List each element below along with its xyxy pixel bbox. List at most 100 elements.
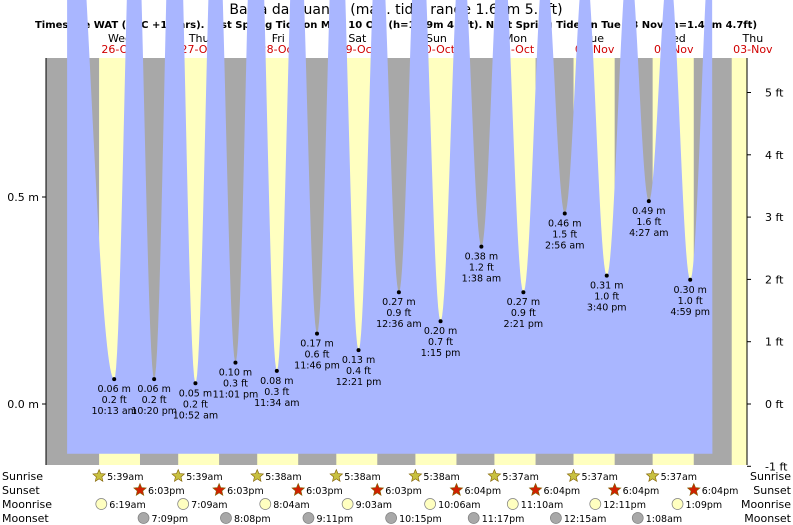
moonset-time: 8:08pm: [234, 514, 271, 525]
sunset-icon: [449, 482, 464, 496]
moonrise-icon: [424, 498, 436, 510]
low-tide-ft: 0.9 ft: [511, 308, 536, 319]
moonset-time: 12:15am: [564, 514, 606, 525]
low-tide-m: 0.30 m: [673, 285, 706, 296]
day-name: Sat: [348, 32, 367, 45]
moonset-icon: [550, 512, 562, 524]
moonset-label-left: Moonset: [2, 512, 49, 525]
water-level-area: [67, 0, 713, 454]
low-tide-m: 0.20 m: [424, 326, 457, 337]
y-tick-label-ft: 4 ft: [765, 149, 784, 162]
sunrise-time: 5:39am: [186, 472, 222, 483]
day-name: Fri: [272, 32, 285, 45]
low-tide-ft: 0.6 ft: [304, 350, 329, 361]
sunrise-icon: [329, 468, 344, 482]
low-tide-m: 0.08 m: [260, 376, 293, 387]
low-tide-dot: [356, 348, 361, 353]
y-tick-label-ft: 0 ft: [765, 398, 784, 411]
tide-area: [67, 0, 713, 454]
moonset-time: 11:17pm: [482, 514, 525, 525]
low-tide-ft: 0.2 ft: [102, 395, 127, 406]
moonset-time: 9:11pm: [316, 514, 353, 525]
moonrise-icon: [589, 498, 602, 510]
astro-rows: Sunrise Sunrise 5:39am 5:39am 5:38am 5:38am 5:…: [2, 468, 792, 525]
low-tide-m: 0.05 m: [179, 388, 212, 399]
low-tide-time: 10:52 am: [173, 410, 218, 421]
low-tide-dot: [152, 377, 157, 382]
low-tide-m: 0.46 m: [548, 219, 581, 230]
sunrise-time: 5:39am: [107, 472, 143, 483]
low-tide-ft: 1.0 ft: [594, 292, 619, 303]
moonrise-time: 7:09am: [191, 500, 227, 511]
moonrise-icon: [671, 498, 684, 510]
sunrise-label-right: Sunrise: [750, 470, 791, 483]
moonset-icon: [631, 512, 644, 524]
low-tide-time: 12:21 pm: [336, 377, 382, 388]
low-tide-dot: [604, 273, 609, 278]
day-name: Thu: [188, 32, 210, 45]
low-tide-dot: [233, 360, 238, 365]
daylight-band: [731, 58, 747, 465]
moonset-icon: [302, 512, 315, 524]
low-tide-dot: [688, 277, 693, 282]
low-tide-time: 11:46 pm: [294, 361, 340, 372]
sunset-icon: [607, 482, 622, 496]
sunrise-icon: [408, 468, 423, 482]
low-tide-ft: 1.0 ft: [678, 296, 703, 307]
low-tide-time: 1:38 am: [462, 274, 501, 285]
moonrise-time: 9:03am: [356, 500, 392, 511]
moonrise-time: 1:09pm: [686, 500, 723, 511]
day-date: 28-Oct: [260, 43, 298, 56]
sunrise-icon: [487, 468, 502, 482]
low-tide-time: 11:01 pm: [213, 390, 259, 401]
sunset-icon: [133, 482, 147, 496]
sunset-time: 6:03pm: [385, 486, 422, 497]
sunset-time: 6:03pm: [148, 486, 185, 497]
sunset-icon: [291, 482, 306, 496]
low-tide-dot: [274, 368, 279, 373]
moonrise-time: 10:06am: [438, 500, 480, 511]
y-tick-label-ft: 1 ft: [765, 336, 784, 349]
y-tick-label-m: 0.5 m: [7, 191, 39, 204]
low-tide-m: 0.27 m: [382, 297, 415, 308]
chart-subtitle: Times are WAT (UTC +1.0hrs). Last Spring…: [35, 20, 757, 31]
sunset-label-right: Sunset: [753, 484, 791, 497]
low-tide-dot: [396, 290, 401, 295]
sunset-time: 6:04pm: [544, 486, 581, 497]
moonset-icon: [137, 512, 150, 524]
y-tick-label-ft: -1 ft: [765, 460, 788, 473]
sunset-time: 6:04pm: [702, 486, 739, 497]
low-tide-dot: [438, 319, 443, 324]
sunrise-time: 5:38am: [423, 472, 459, 483]
low-tide-ft: 0.2 ft: [142, 395, 167, 406]
moonrise-icon: [506, 498, 519, 510]
low-tide-ft: 1.6 ft: [636, 217, 661, 228]
y-tick-label-ft: 3 ft: [765, 211, 784, 224]
low-tide-m: 0.06 m: [137, 384, 170, 395]
low-tide-dot: [315, 331, 320, 336]
day-date: 29-Oct: [339, 43, 377, 56]
sunset-icon: [212, 482, 227, 496]
moonrise-time: 6:19am: [109, 500, 145, 511]
moonrise-label-right: Moonrise: [741, 498, 791, 511]
low-tide-ft: 1.2 ft: [469, 263, 494, 274]
low-tide-m: 0.13 m: [342, 355, 375, 366]
moonrise-label-left: Moonrise: [2, 498, 52, 511]
day-name: Sun: [426, 32, 447, 45]
day-date: 03-Nov: [733, 43, 773, 56]
low-tide-ft: 0.3 ft: [223, 379, 248, 390]
y-tick-label-m: 0.0 m: [7, 398, 39, 411]
y-tick-label-ft: 2 ft: [765, 273, 784, 286]
moonset-time: 1:08am: [646, 514, 682, 525]
low-tide-dot: [193, 381, 198, 386]
low-tide-time: 1:15 pm: [421, 348, 461, 359]
moonrise-icon: [177, 498, 190, 510]
sunrise-time: 5:37am: [661, 472, 697, 483]
low-tide-ft: 1.5 ft: [552, 230, 577, 241]
sunset-time: 6:03pm: [227, 486, 264, 497]
sunset-time: 6:03pm: [306, 486, 343, 497]
day-name: Thu: [742, 32, 764, 45]
low-tide-m: 0.27 m: [507, 297, 540, 308]
